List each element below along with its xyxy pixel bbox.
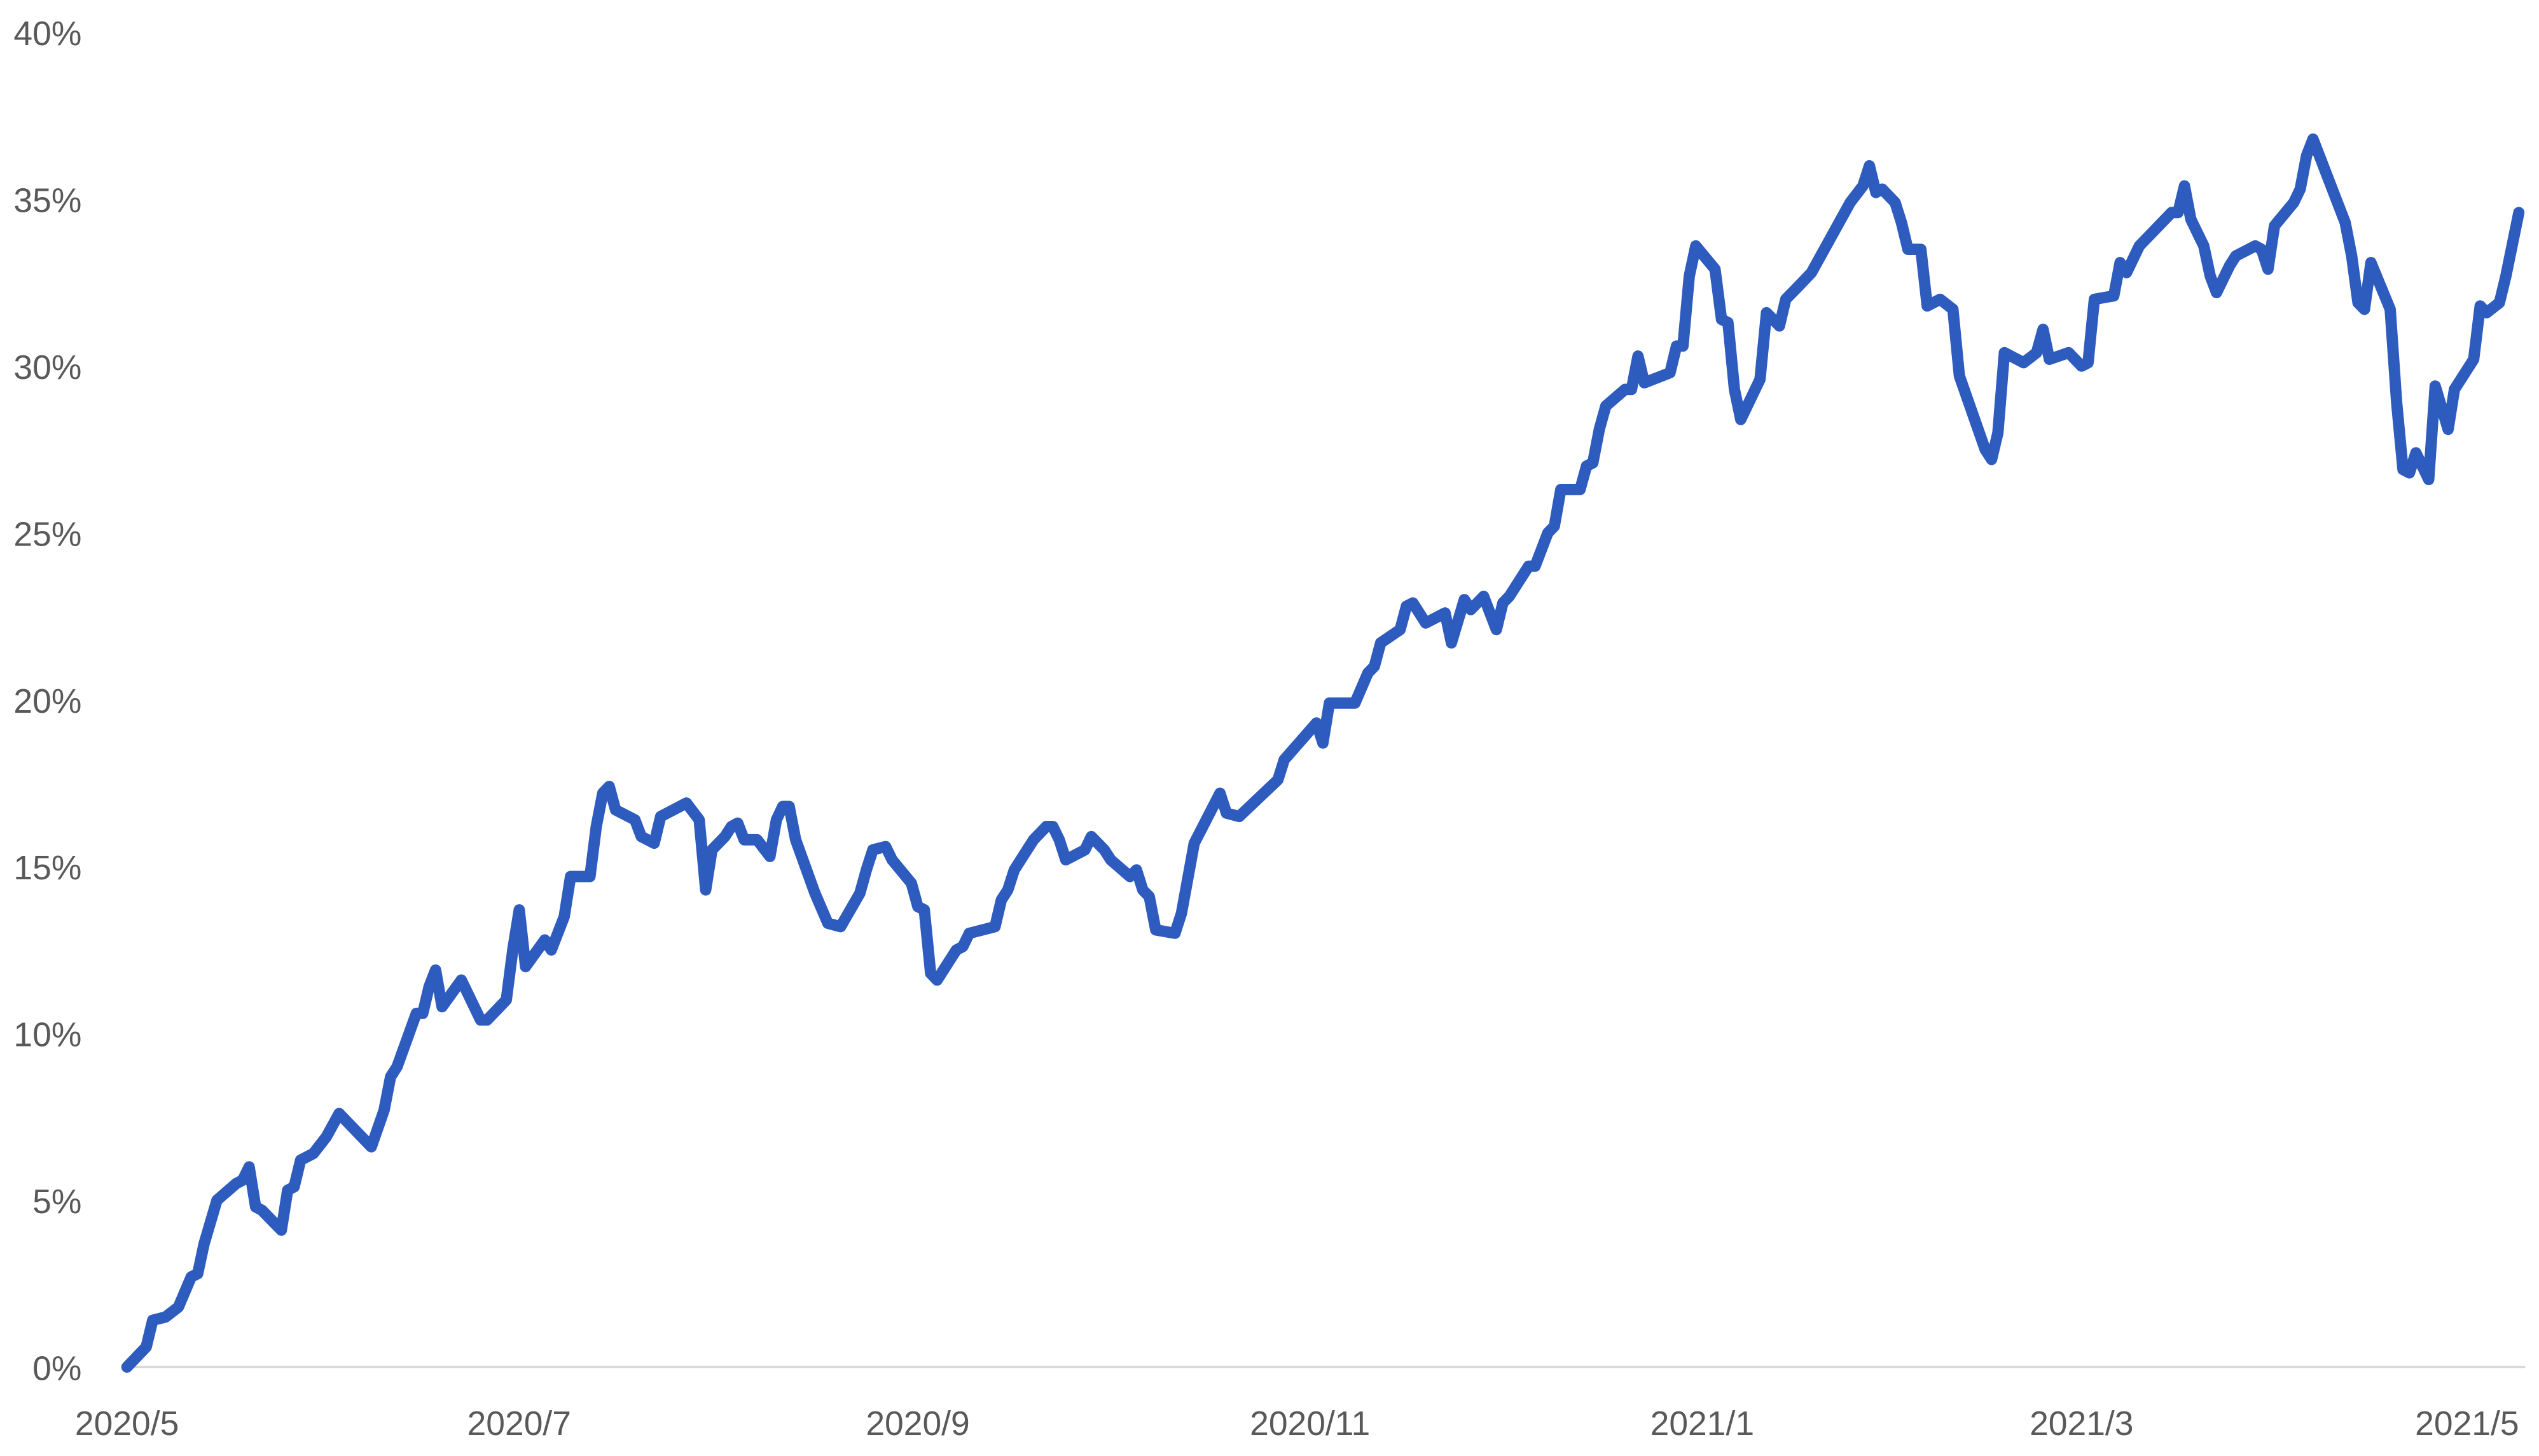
x-tick-label: 2020/9 [866,1405,969,1443]
x-tick-label: 2021/1 [1650,1405,1754,1443]
y-tick-label: 0% [32,1350,81,1387]
y-tick-label: 35% [13,182,81,220]
y-tick-label: 40% [13,15,81,53]
y-tick-label: 20% [13,683,81,720]
series-line [121,133,2525,1373]
x-tick-label: 2021/3 [2030,1405,2133,1443]
y-tick-label: 15% [13,849,81,887]
x-tick-label: 2020/11 [1250,1405,1370,1443]
x-tick-label: 2021/5 [2415,1405,2519,1443]
y-axis-ticks: 0% 5% 10% 15% 20% 25% 30% 35% 40% [13,15,81,1387]
y-tick-label: 5% [32,1183,81,1221]
y-tick-label: 25% [13,516,81,553]
y-tick-label: 30% [13,349,81,387]
x-tick-label: 2020/7 [467,1405,571,1443]
x-tick-label: 2020/5 [75,1405,179,1443]
x-axis-ticks: 2020/5 2020/7 2020/9 2020/11 2021/1 2021/3 202… [75,1405,2519,1443]
y-tick-label: 10% [13,1017,81,1054]
